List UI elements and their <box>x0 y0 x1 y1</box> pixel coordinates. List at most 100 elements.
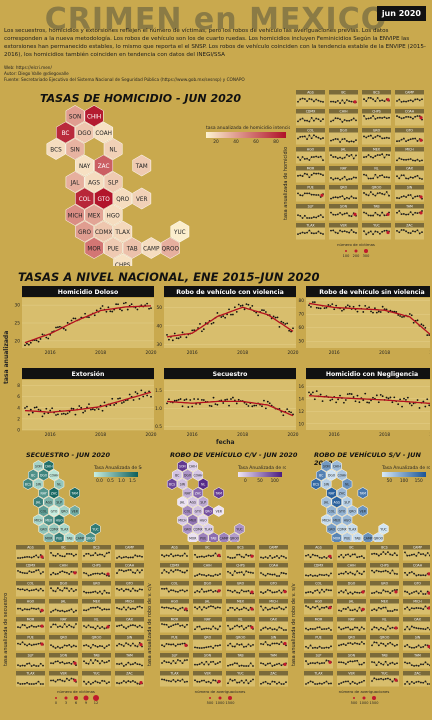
small-multiple-trend <box>363 135 390 139</box>
small-multiple-label: MEX <box>381 600 389 604</box>
national-chart-point <box>212 321 215 324</box>
small-multiple-panel <box>16 639 45 651</box>
national-chart-point <box>370 310 372 313</box>
state-label-ver: VER <box>360 509 367 513</box>
small-multiple-point <box>305 627 307 630</box>
size-legend-dot <box>353 697 355 699</box>
small-multiple-strip <box>304 599 333 604</box>
small-multiple-last-point <box>283 662 287 666</box>
small-multiple-nay: NAY <box>193 617 222 633</box>
small-multiple-trend <box>363 230 390 235</box>
small-multiple-label: CHIH <box>348 564 357 568</box>
small-multiple-last-point <box>250 625 254 630</box>
small-multiple-slp: SLP <box>296 204 325 221</box>
small-multiple-nl: NL <box>362 166 391 183</box>
small-multiple-panel <box>259 567 288 579</box>
state-label-pue: PUE <box>344 536 350 540</box>
small-multiple-point <box>161 554 163 556</box>
small-multiple-trend <box>363 115 390 120</box>
national-chart-point <box>358 401 361 404</box>
small-multiple-trend <box>338 607 365 612</box>
state-label-mich: MICH <box>34 518 43 522</box>
state-hex-mex <box>84 204 104 226</box>
small-multiple-point <box>17 569 19 572</box>
small-multiple-last-point <box>394 590 398 594</box>
state-label-bcs: BCS <box>313 482 319 486</box>
state-label-ver: VER <box>72 509 79 513</box>
state-hex-chps <box>62 541 66 542</box>
size-legend-title: número de averiguaciones <box>195 689 246 694</box>
small-multiple-panel <box>304 603 333 615</box>
state-hex-nay <box>38 487 49 499</box>
small-multiple-panel <box>304 675 333 687</box>
small-multiple-strip <box>370 545 399 550</box>
small-multiple-panel <box>259 585 288 597</box>
small-multiple-trend <box>404 662 430 667</box>
state-hex-col <box>326 505 337 517</box>
small-multiple-label: DGO <box>204 582 212 586</box>
small-multiple-trend <box>404 606 430 611</box>
small-multiple-panel <box>82 567 111 579</box>
small-multiple-trend <box>116 555 143 559</box>
national-chart-point <box>202 399 205 401</box>
small-multiple-sin: SIN <box>259 635 288 651</box>
small-multiple-last-point <box>386 98 390 102</box>
small-multiple-strip <box>82 545 111 550</box>
state-label-tlax: TLAX <box>59 527 69 531</box>
small-multiple-strip <box>49 653 78 658</box>
national-chart-xtick: 2020 <box>288 350 299 356</box>
small-multiple-label: TLAX <box>313 672 323 676</box>
small-multiple-mex: MEX <box>370 599 399 615</box>
small-multiple-panel <box>160 549 189 561</box>
small-multiple-sin: SIN <box>403 635 430 651</box>
small-multiple-label: COAH <box>405 110 415 114</box>
small-multiple-cdmx: CDMX <box>160 563 189 579</box>
state-label-gto: GTO <box>51 509 58 513</box>
national-chart-point <box>374 307 376 310</box>
state-label-ags: AGS <box>88 180 100 186</box>
state-label-col: COL <box>184 509 191 513</box>
national-chart-point <box>197 398 199 401</box>
national-chart-point <box>175 337 178 340</box>
small-multiple-label: TAB <box>92 654 99 658</box>
state-label-yuc: YUC <box>92 527 98 531</box>
small-multiple-strip <box>304 563 333 568</box>
small-multiple-strip <box>115 653 144 658</box>
national-chart-point <box>57 326 59 329</box>
state-label-hgo: HGO <box>344 518 352 522</box>
small-multiple-label: TAM <box>413 654 421 658</box>
small-multiple-strip <box>362 147 391 152</box>
national-chart-point <box>228 404 230 407</box>
small-multiple-point <box>17 587 19 590</box>
national-section-title: TASAS A NIVEL NACIONAL, ENE 2015–JUN 202… <box>18 270 320 284</box>
state-hex-chih <box>43 460 54 472</box>
small-multiple-trend <box>330 154 357 159</box>
small-multiple-bc: BC <box>337 545 366 561</box>
small-multiple-panel <box>226 567 255 579</box>
legend-tick: 1.0 <box>118 478 125 484</box>
small-multiple-panel <box>395 151 424 164</box>
national-chart-point <box>416 319 419 322</box>
national-chart-point <box>216 403 219 406</box>
small-multiple-strip <box>304 671 333 676</box>
national-chart-point <box>173 399 176 402</box>
national-chart-point <box>128 393 131 396</box>
web-link[interactable]: Web: https://elcri.men/ <box>4 65 52 70</box>
state-label-zac: ZAC <box>98 164 110 170</box>
small-multiple-panel <box>115 603 144 615</box>
small-multiple-panel <box>337 621 366 633</box>
state-hex-slp <box>54 496 65 508</box>
small-multiple-label: QROO <box>380 636 390 640</box>
national-chart-point <box>344 399 347 401</box>
national-chart-5: Secuestro 0.5 1.0 1.5 2016 2018 2020 <box>155 368 299 438</box>
national-chart-point <box>148 390 150 393</box>
state-label-pue: PUE <box>200 536 206 540</box>
small-multiple-point <box>108 608 110 611</box>
legend-tick: 60 <box>253 139 259 145</box>
state-label-nl: NL <box>201 482 205 486</box>
small-multiple-coah: COAH <box>395 109 424 126</box>
small-multiple-panel <box>193 603 222 615</box>
state-hex-pue <box>54 532 65 542</box>
national-chart-trend-line <box>166 306 294 338</box>
national-chart-point <box>288 329 291 332</box>
